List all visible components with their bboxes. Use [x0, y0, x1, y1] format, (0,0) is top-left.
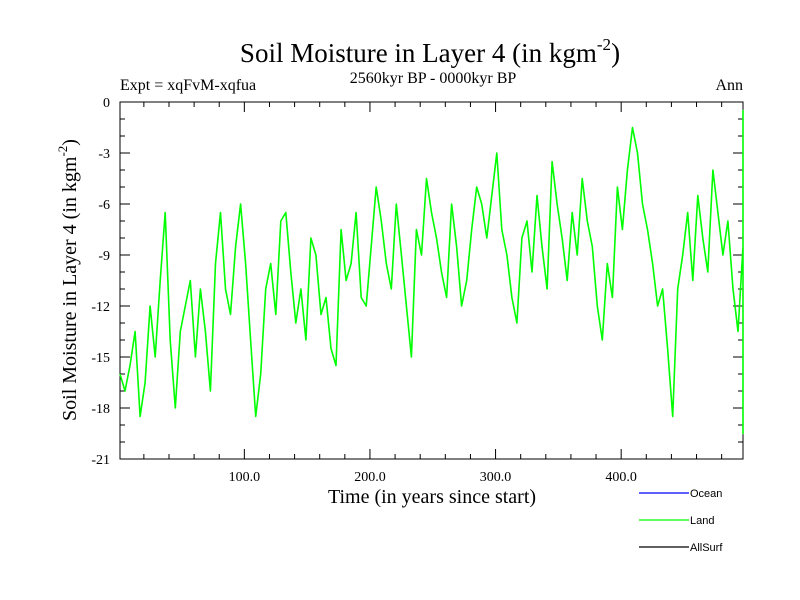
x-tick-label: 400.0: [605, 470, 637, 485]
y-tick-label: -18: [91, 402, 110, 417]
x-tick-label: 300.0: [480, 470, 512, 485]
plot-frame: [119, 101, 744, 460]
chart-subtitle: 2560kyr BP - 0000kyr BP: [350, 70, 517, 87]
y-tick-label: -15: [91, 351, 110, 366]
series-line-land: [119, 109, 744, 435]
y-tick-label: 0: [103, 96, 110, 111]
legend: Ocean Land AllSurf: [639, 488, 723, 554]
x-tick-label: 100.0: [229, 470, 261, 485]
legend-label-land: Land: [690, 515, 714, 527]
y-tick-label: -9: [98, 249, 110, 264]
y-axis: 0 -3 -6 -9 -12 -15 -18 -21: [91, 96, 743, 468]
x-tick-label: 200.0: [354, 470, 386, 485]
legend-label-ocean: Ocean: [690, 488, 722, 500]
x-axis: 100.0 200.0 300.0 400.0: [143, 102, 723, 485]
chart-title: Soil Moisture in Layer 4 (in kgm-2): [240, 35, 620, 68]
y-tick-label: -12: [91, 300, 110, 315]
x-axis-label: Time (in years since start): [328, 486, 536, 508]
series-layer: [119, 109, 744, 435]
expt-label: Expt = xqFvM-xqfua: [120, 77, 256, 94]
period-label: Ann: [715, 77, 743, 94]
y-tick-label: -3: [98, 147, 110, 162]
y-tick-label: -21: [91, 453, 110, 468]
y-axis-label: Soil Moisture in Layer 4 (in kgm-2): [55, 139, 81, 421]
y-tick-label: -6: [98, 198, 110, 213]
legend-label-allsurf: AllSurf: [690, 542, 723, 554]
